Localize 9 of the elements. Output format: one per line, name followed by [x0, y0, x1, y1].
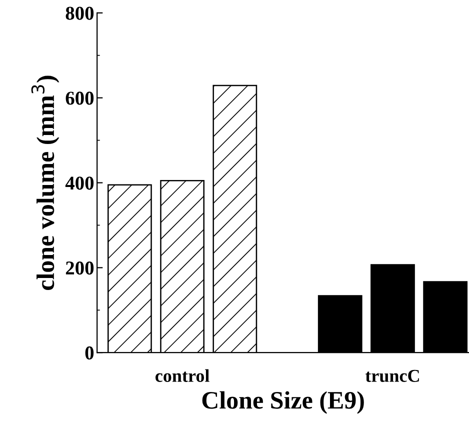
x-axis-title: Clone Size (E9): [202, 391, 364, 414]
y-tick-label: 200: [66, 261, 94, 275]
y-tick-label: 400: [65, 176, 94, 190]
y-tick-label: 800: [66, 6, 94, 20]
x-tick-label: truncC: [365, 370, 419, 382]
y-axis-title: clone volume (mm$^{3}$): [31, 76, 60, 290]
y-tick-label: 600: [66, 92, 94, 105]
x-tick-label: control: [156, 369, 210, 382]
y-tick-label: 0: [85, 346, 94, 360]
